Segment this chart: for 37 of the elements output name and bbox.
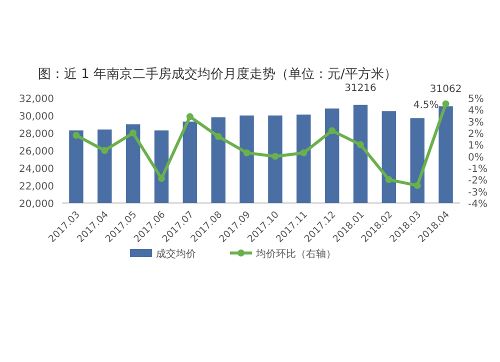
point <box>214 133 222 140</box>
y-tick-label: 30,000 <box>19 112 54 122</box>
point <box>385 176 392 184</box>
data-label: 31216 <box>344 82 376 94</box>
y2-tick-label: 3% <box>468 117 484 128</box>
y-tick-label: 24,000 <box>19 164 54 175</box>
point <box>186 113 194 120</box>
point <box>357 141 364 148</box>
legend-label: 均价环比（右轴） <box>255 248 336 260</box>
y2-tick-label: -4% <box>468 199 488 210</box>
point <box>328 127 336 134</box>
point <box>442 100 450 108</box>
y2-tick-label: -3% <box>468 187 488 198</box>
y-tick-label: 26,000 <box>19 146 54 158</box>
y-tick-label: 22,000 <box>19 182 54 192</box>
y2-tick-label: 0% <box>468 152 484 164</box>
y-tick-label: 32,000 <box>19 94 54 105</box>
point <box>130 130 137 136</box>
data-label: 4.5% <box>413 100 439 111</box>
chart-title: 图：近 1 年南京二手房成交均价月度走势（单位：元/平方米） <box>38 66 397 82</box>
data-label: 31062 <box>430 84 462 96</box>
y2-tick-label: 2% <box>468 129 484 140</box>
y2-tick-label: 1% <box>468 140 484 152</box>
point <box>272 152 279 160</box>
y2-tick-label: 5% <box>468 94 484 105</box>
y2-tick-label: 4% <box>468 106 484 117</box>
point <box>300 149 308 156</box>
point <box>158 175 165 182</box>
y-tick-label: 28,000 <box>19 129 54 140</box>
y2-tick-label: -2% <box>468 176 488 187</box>
y2-tick-label: -1% <box>468 164 488 175</box>
y-tick-label: 20,000 <box>19 199 54 210</box>
legend-label: 成交均价 <box>156 248 196 260</box>
point <box>243 149 250 156</box>
point <box>72 132 80 139</box>
point <box>414 182 421 189</box>
point <box>101 147 108 154</box>
